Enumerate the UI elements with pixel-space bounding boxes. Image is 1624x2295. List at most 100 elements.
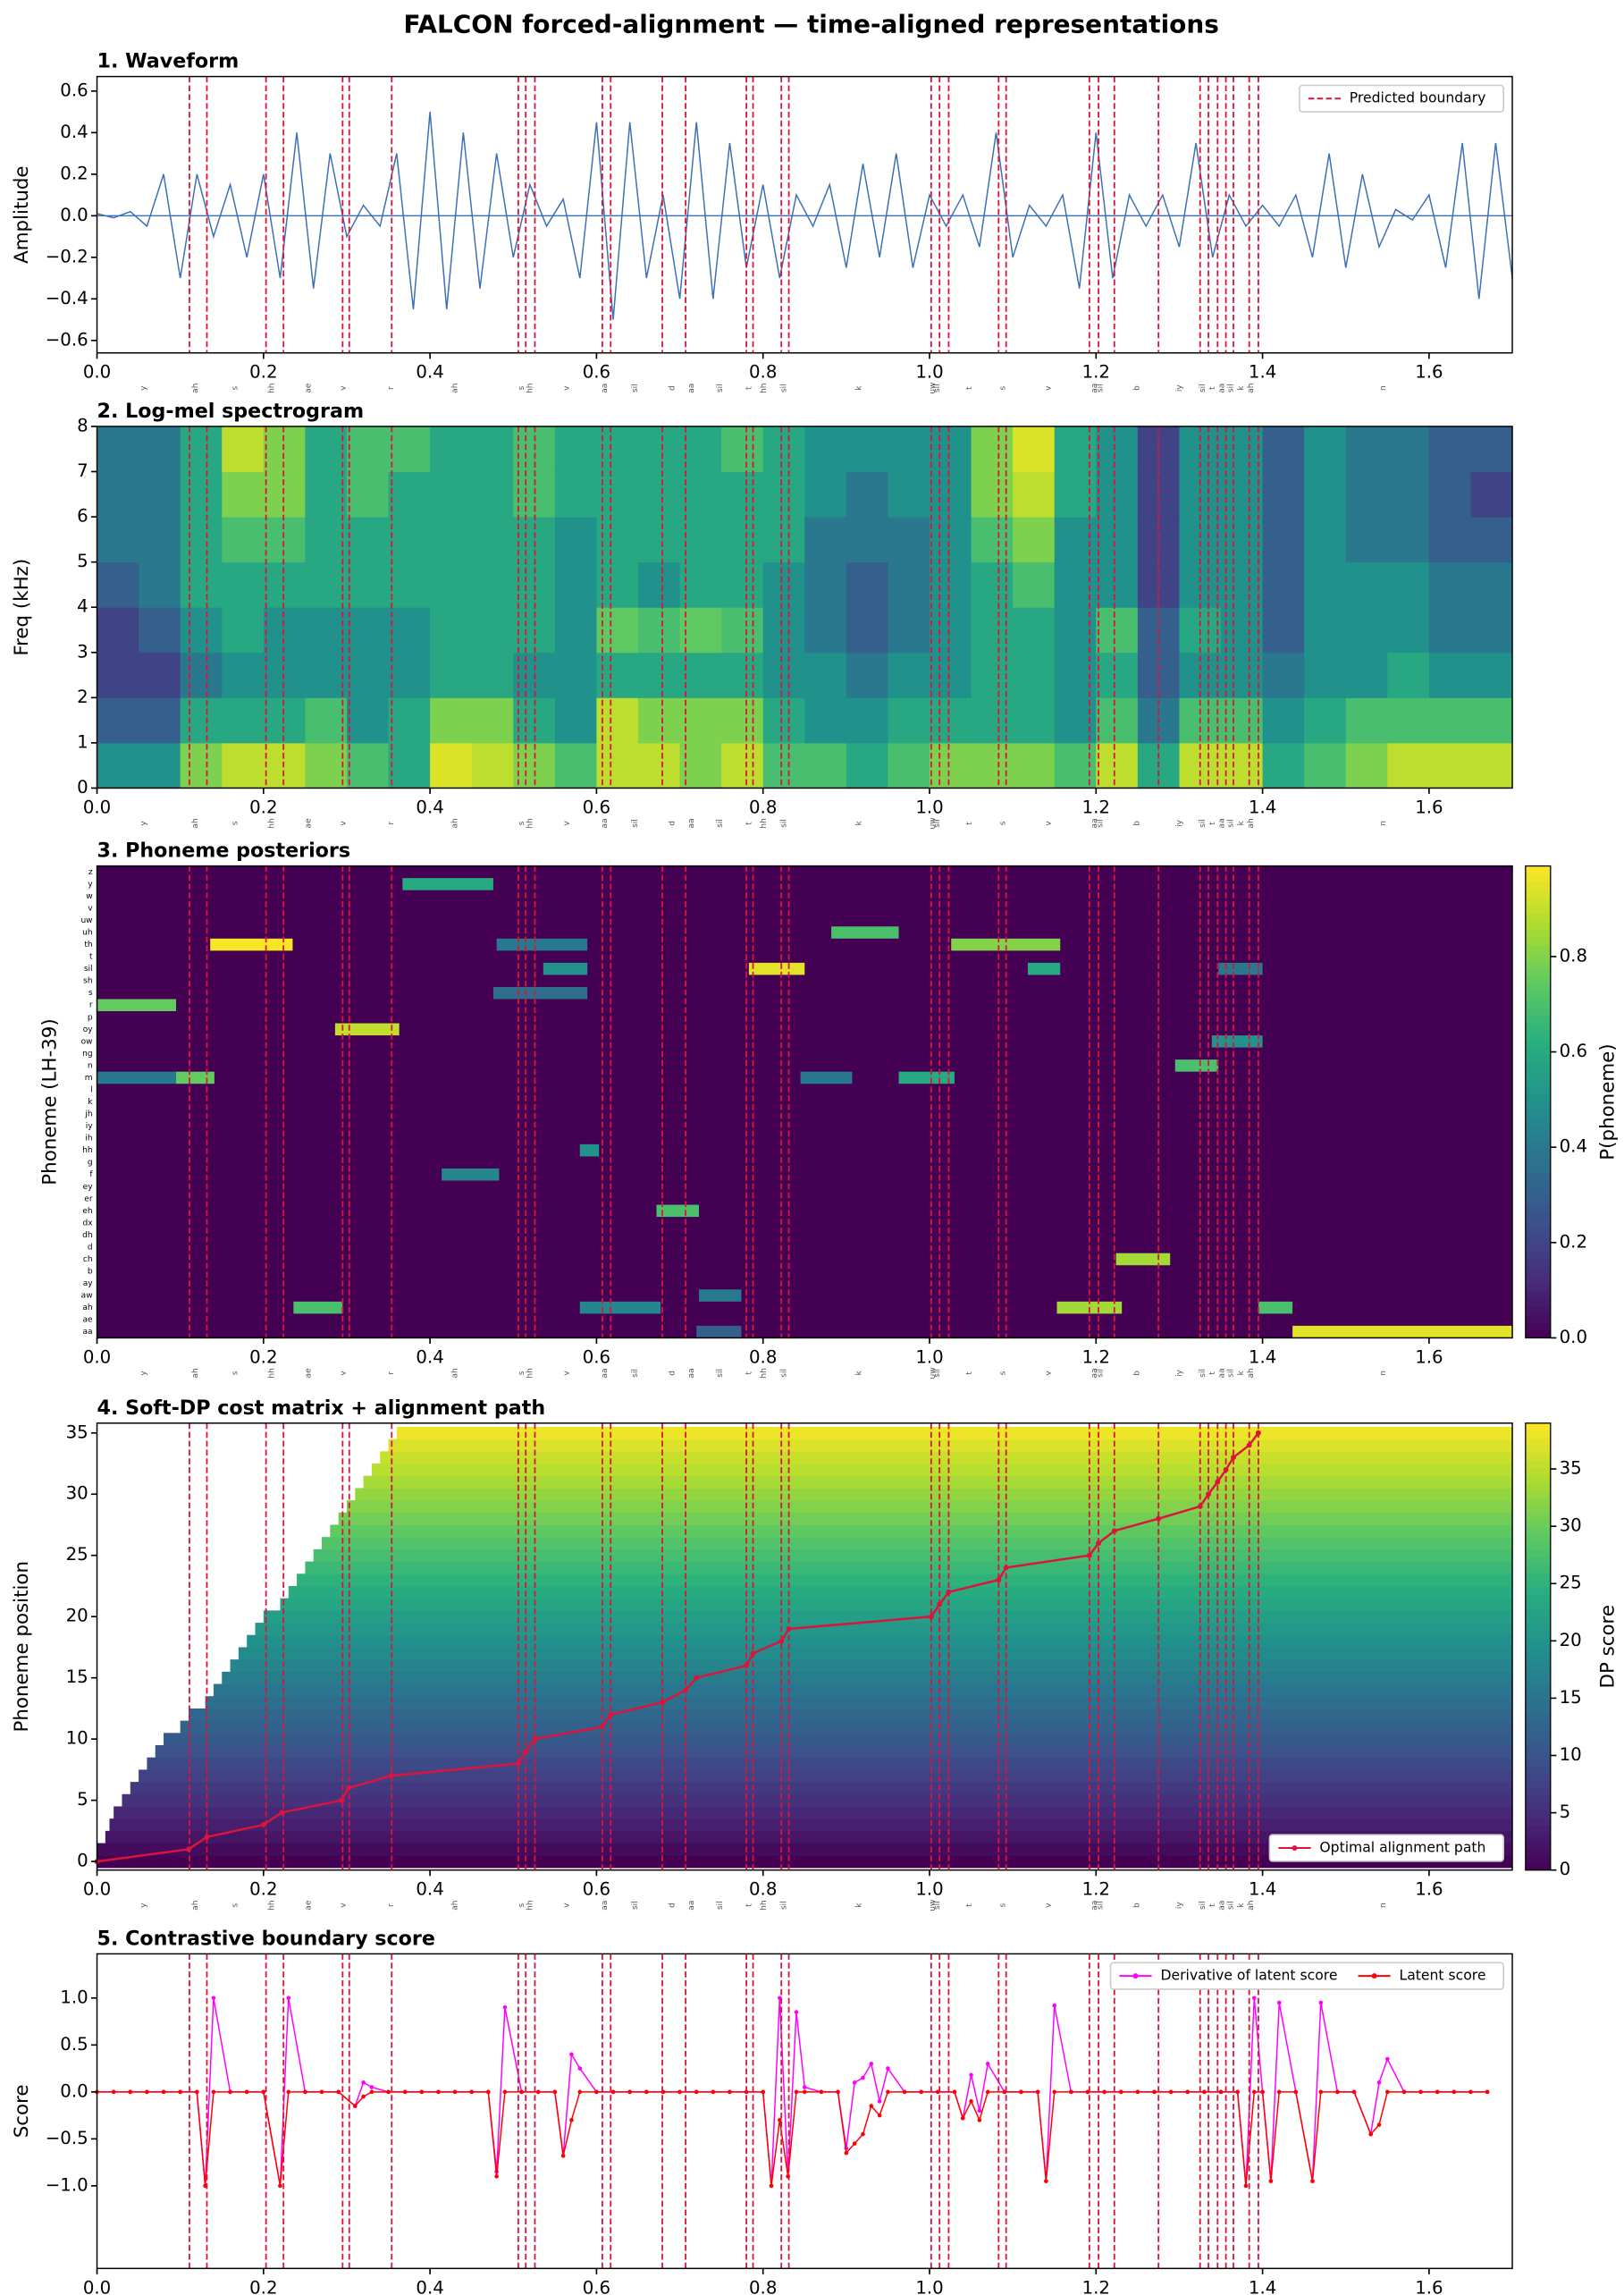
- phone-label: v: [1045, 1903, 1054, 1908]
- cost-row: [155, 1745, 1513, 1759]
- posterior-segment: [831, 926, 899, 939]
- spectrogram-cell: [430, 471, 473, 518]
- spectrogram-cell: [97, 742, 139, 789]
- spectrogram-cell: [1345, 471, 1388, 518]
- spectrogram-cell: [554, 517, 597, 563]
- colorbar-step: [1525, 1639, 1551, 1648]
- spectrogram-cell: [888, 697, 930, 744]
- score-point: [969, 2099, 973, 2104]
- y-tick-label: 0.0: [60, 205, 88, 225]
- spectrogram-cell: [762, 742, 805, 789]
- phone-label: t: [965, 386, 974, 390]
- posterior-cell: [696, 1325, 742, 1338]
- y-axis-label: Freq (kHz): [11, 559, 33, 656]
- phone-label: ah: [451, 1901, 460, 1911]
- phone-label: aa: [1090, 384, 1099, 393]
- score-point: [161, 2089, 166, 2095]
- cost-row: [330, 1524, 1513, 1538]
- y-tick-label: dx: [83, 1219, 94, 1228]
- spectrogram-cell: [1221, 426, 1264, 473]
- posterior-segment: [210, 938, 293, 951]
- phone-label: sil: [933, 1369, 942, 1378]
- spectrogram-cell: [596, 561, 639, 608]
- colorbar-step: [1525, 1706, 1551, 1715]
- spectrogram-cell: [804, 697, 847, 744]
- y-tick-label: eh: [82, 1207, 92, 1216]
- spectrogram-cell: [1096, 517, 1139, 563]
- phone-label: sil: [1227, 384, 1236, 392]
- phone-label: k: [854, 385, 863, 391]
- spectrogram-cell: [596, 742, 639, 789]
- phone-label: s: [231, 386, 240, 391]
- colorbar-step: [1525, 913, 1551, 922]
- y-tick-label: 0.0: [60, 2080, 88, 2101]
- phone-label: sil: [779, 1901, 788, 1910]
- score-point: [644, 2089, 649, 2095]
- posterior-segment: [293, 1301, 343, 1314]
- colorbar-step: [1525, 1735, 1551, 1744]
- phone-label: iy: [1175, 819, 1184, 827]
- colorbar-step: [1525, 960, 1551, 969]
- score-point: [794, 2089, 799, 2095]
- score-point: [1318, 2000, 1324, 2005]
- spectrogram-cell: [388, 561, 431, 608]
- phone-label: sil: [779, 819, 788, 828]
- y-tick-label: 25: [66, 1544, 88, 1565]
- spectrogram-cell: [888, 561, 930, 608]
- x-tick-label: 1.4: [1249, 1879, 1276, 1900]
- colorbar-step: [1525, 1654, 1551, 1662]
- score-point: [794, 2010, 799, 2014]
- spectrogram-cell: [346, 742, 390, 789]
- cost-row: [139, 1769, 1513, 1783]
- posterior-segment: [543, 962, 588, 975]
- spectrogram-cell: [1013, 652, 1056, 698]
- score-point: [969, 2072, 973, 2078]
- posterior-cell: [831, 926, 899, 939]
- phone-label: sil: [1096, 819, 1105, 828]
- phone-label: s: [231, 1371, 240, 1375]
- spectrogram-cell: [1262, 607, 1305, 654]
- phone-label: k: [854, 1371, 863, 1376]
- score-point: [1069, 2089, 1073, 2095]
- phone-label: hh: [526, 383, 534, 392]
- x-tick-label: 0.0: [83, 1346, 111, 1367]
- phone-label: hh: [760, 818, 769, 828]
- phone-label: y: [139, 1903, 148, 1908]
- legend-label: Derivative of latent score: [1160, 1968, 1337, 1984]
- y-tick-label: 35: [66, 1422, 88, 1442]
- spectrogram-cell: [1262, 697, 1305, 744]
- spectrogram-cell: [762, 607, 805, 654]
- y-tick-label: 0.5: [60, 2034, 88, 2055]
- spectrogram-cell: [1304, 742, 1347, 789]
- posterior-segment: [800, 1071, 853, 1084]
- phone-label: sil: [779, 1369, 788, 1378]
- spectrogram-cell: [804, 426, 847, 473]
- spectrogram-cell: [596, 517, 639, 563]
- posterior-cell: [97, 999, 177, 1012]
- score-point: [1268, 2179, 1274, 2183]
- colorbar-step: [1525, 1505, 1551, 1514]
- cost-row: [355, 1488, 1513, 1501]
- y-tick-label: 1.0: [60, 1987, 88, 2007]
- phone-label: ah: [1247, 1368, 1256, 1378]
- phone-label: t: [1208, 1371, 1217, 1375]
- colorbar-step: [1525, 865, 1551, 874]
- posterior-segment: [97, 999, 177, 1012]
- colorbar-step: [1525, 1298, 1551, 1307]
- legend-marker: [1371, 1973, 1377, 1979]
- spectrogram-cell: [721, 742, 764, 789]
- posterior-background: [97, 865, 1513, 1338]
- colorbar-tick-label: 35: [1560, 1458, 1582, 1479]
- spectrogram-cell: [929, 742, 972, 789]
- y-tick-label: z: [88, 868, 93, 877]
- x-tick-label: 0.0: [83, 797, 111, 817]
- x-tick-label: 0.4: [416, 797, 443, 817]
- spectrogram-cell: [804, 742, 847, 789]
- spectrogram-cell: [596, 652, 639, 698]
- score-point: [877, 2099, 882, 2104]
- waveform-line: [97, 112, 1513, 320]
- phone-label: s: [998, 386, 1007, 391]
- score-point: [195, 2089, 199, 2095]
